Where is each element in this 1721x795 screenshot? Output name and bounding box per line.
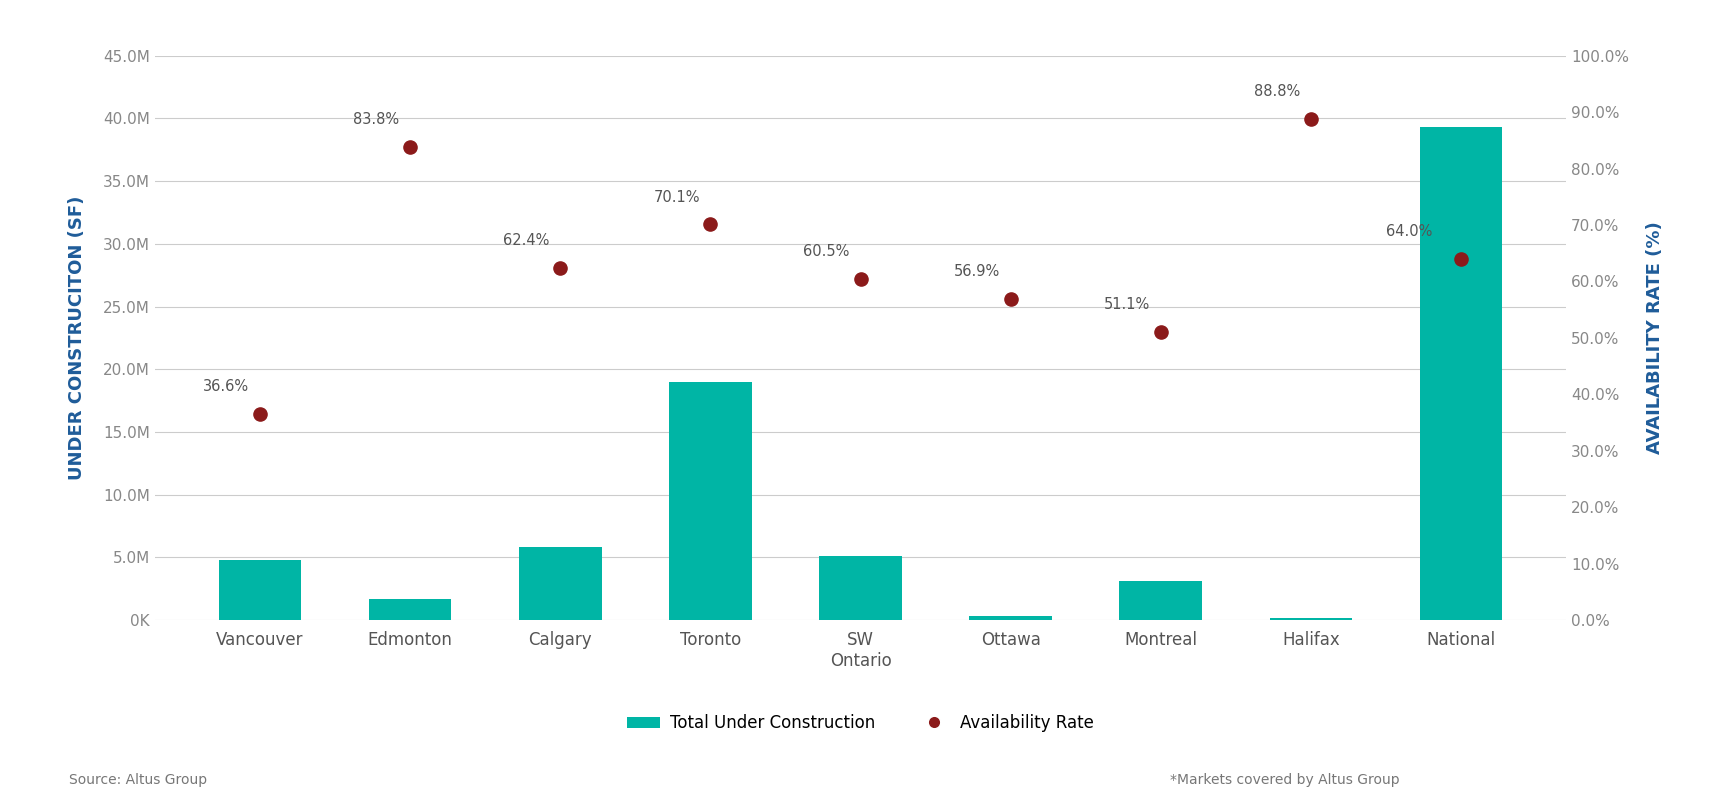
Bar bbox=[520, 547, 602, 620]
Text: 62.4%: 62.4% bbox=[503, 233, 549, 248]
Y-axis label: UNDER CONSTRUCITON (SF): UNDER CONSTRUCITON (SF) bbox=[69, 196, 86, 480]
Availability Rate bbox=[1146, 325, 1174, 338]
Availability Rate bbox=[1447, 253, 1475, 266]
Text: 56.9%: 56.9% bbox=[953, 264, 1000, 279]
Availability Rate bbox=[847, 272, 874, 285]
Legend: Total Under Construction, Availability Rate: Total Under Construction, Availability R… bbox=[620, 708, 1101, 739]
Y-axis label: AVAILABILITY RATE (%): AVAILABILITY RATE (%) bbox=[1645, 222, 1664, 454]
Text: 36.6%: 36.6% bbox=[203, 378, 250, 394]
Bar bbox=[219, 560, 301, 620]
Text: 64.0%: 64.0% bbox=[1385, 224, 1432, 239]
Text: *Markets covered by Altus Group: *Markets covered by Altus Group bbox=[1170, 773, 1399, 787]
Text: Source: Altus Group: Source: Altus Group bbox=[69, 773, 207, 787]
Text: 88.8%: 88.8% bbox=[1255, 84, 1299, 99]
Text: 83.8%: 83.8% bbox=[353, 112, 399, 127]
Availability Rate bbox=[396, 141, 423, 153]
Bar bbox=[368, 599, 451, 620]
Text: 70.1%: 70.1% bbox=[654, 190, 700, 204]
Availability Rate bbox=[1298, 113, 1325, 126]
Bar bbox=[819, 556, 902, 620]
Availability Rate bbox=[547, 262, 575, 274]
Availability Rate bbox=[246, 407, 274, 420]
Text: 60.5%: 60.5% bbox=[804, 244, 850, 259]
Bar bbox=[1119, 581, 1201, 620]
Availability Rate bbox=[697, 218, 725, 231]
Bar bbox=[1270, 618, 1353, 620]
Bar bbox=[1420, 127, 1502, 620]
Text: 51.1%: 51.1% bbox=[1103, 297, 1150, 312]
Bar bbox=[669, 382, 752, 620]
Availability Rate bbox=[996, 293, 1024, 305]
Bar bbox=[969, 616, 1052, 620]
